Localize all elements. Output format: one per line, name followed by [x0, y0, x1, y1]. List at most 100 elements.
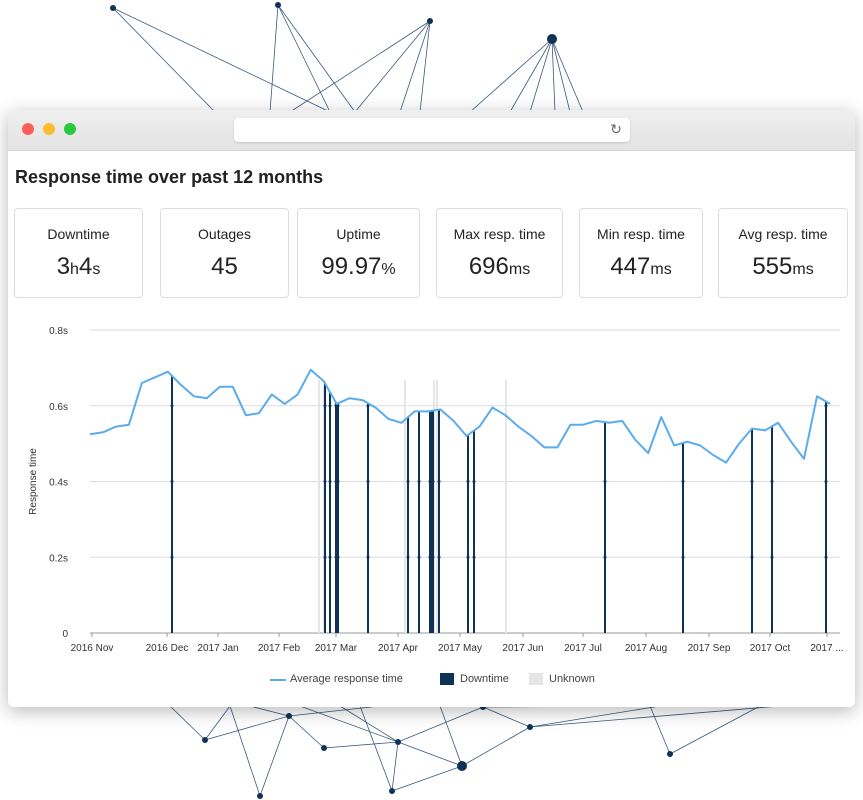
- network-edge: [669, 705, 761, 755]
- downtime-marker: [824, 404, 828, 408]
- x-tick-label: 2017 Jun: [502, 643, 543, 654]
- network-node: [457, 761, 467, 771]
- network-edge: [229, 705, 261, 797]
- x-tick-label: 2017 Jan: [197, 643, 238, 654]
- x-tick-label: 2017 Oct: [750, 643, 791, 654]
- stat-label: Max resp. time: [453, 226, 546, 242]
- stat-card-min-resp-time: Min resp. time 447ms: [579, 208, 703, 298]
- y-tick-label: 0.6s: [49, 402, 68, 413]
- stat-label: Avg resp. time: [738, 226, 828, 242]
- downtime-marker: [406, 480, 410, 483]
- page-title: Response time over past 12 months: [15, 167, 324, 187]
- network-node: [527, 724, 533, 730]
- downtime-marker: [466, 555, 470, 559]
- network-edge: [112, 7, 331, 113]
- downtime-marker: [170, 404, 174, 408]
- network-edge: [439, 705, 463, 767]
- maximize-window-button[interactable]: [64, 123, 76, 135]
- network-edge: [482, 706, 531, 728]
- downtime-marker: [472, 480, 476, 483]
- downtime-marker: [328, 555, 332, 559]
- browser-titlebar: ↻: [8, 110, 855, 151]
- downtime-marker: [336, 555, 340, 559]
- network-edge: [288, 715, 325, 749]
- downtime-marker: [431, 480, 435, 483]
- downtime-marker: [406, 555, 410, 559]
- close-window-button[interactable]: [22, 123, 34, 135]
- legend-label-downtime: Downtime: [460, 673, 509, 685]
- network-edge: [249, 705, 290, 717]
- network-edge: [551, 38, 571, 113]
- stat-card-max-resp-time: Max resp. time 696ms: [436, 208, 563, 298]
- downtime-marker: [336, 480, 340, 483]
- network-edge: [323, 741, 399, 749]
- address-bar[interactable]: ↻: [234, 118, 630, 142]
- downtime-marker: [417, 555, 421, 559]
- stat-card-outages: Outages 45: [160, 208, 289, 298]
- stat-value: 447ms: [610, 253, 672, 280]
- downtime-marker: [750, 480, 754, 483]
- downtime-marker: [603, 555, 607, 559]
- x-tick-label: 2017 Feb: [258, 643, 301, 654]
- downtime-marker: [323, 404, 327, 408]
- browser-window: ↻ Response time over past 12 months Down…: [8, 110, 855, 707]
- y-tick-label: 0.2s: [49, 553, 68, 564]
- network-edge: [277, 4, 331, 113]
- network-edge: [391, 741, 399, 792]
- network-edge: [112, 7, 216, 113]
- y-tick-label: 0.8s: [49, 326, 68, 337]
- network-edge: [391, 765, 463, 792]
- network-edge: [551, 38, 584, 113]
- network-edge: [509, 38, 553, 113]
- downtime-marker: [466, 480, 470, 483]
- x-tick-label: 2017 May: [438, 643, 482, 654]
- x-tick-label: 2017 ...: [810, 643, 843, 654]
- stat-value: 555ms: [752, 253, 814, 280]
- downtime-marker: [681, 555, 685, 559]
- network-edge: [461, 726, 531, 767]
- downtime-marker: [170, 555, 174, 559]
- x-tick-label: 2016 Nov: [71, 643, 114, 654]
- average-response-line: [89, 368, 831, 464]
- network-node: [389, 788, 395, 794]
- network-edge: [169, 705, 206, 741]
- network-edge: [204, 705, 231, 741]
- legend-label-average: Average response time: [290, 673, 403, 685]
- downtime-marker: [437, 555, 441, 559]
- downtime-swatch-icon: [440, 673, 454, 685]
- downtime-marker: [323, 480, 327, 483]
- network-edge: [529, 705, 661, 728]
- network-node: [667, 751, 673, 757]
- stat-value: 3h4s: [56, 253, 101, 280]
- downtime-marker: [417, 480, 421, 483]
- network-edge: [339, 705, 399, 743]
- y-axis-label: Response time: [28, 448, 39, 515]
- downtime-marker: [681, 480, 685, 483]
- minimize-window-button[interactable]: [43, 123, 55, 135]
- downtime-marker: [770, 480, 774, 483]
- stat-card-avg-resp-time: Avg resp. time 555ms: [718, 208, 848, 298]
- stat-value: 45: [211, 253, 238, 280]
- reload-icon[interactable]: ↻: [610, 121, 622, 137]
- line-swatch-icon: [270, 679, 286, 681]
- stat-value: 99.97%: [321, 253, 396, 280]
- network-edge: [299, 705, 399, 743]
- network-edge: [469, 38, 553, 113]
- network-node: [286, 713, 292, 719]
- stat-card-downtime: Downtime 3h4s: [14, 208, 143, 298]
- downtime-marker: [366, 480, 370, 483]
- x-tick-label: 2017 Sep: [688, 643, 731, 654]
- downtime-marker: [336, 404, 340, 408]
- network-edge: [289, 20, 431, 113]
- network-node: [257, 793, 263, 799]
- downtime-marker: [824, 480, 828, 483]
- network-edge: [359, 705, 393, 792]
- network-edge: [277, 4, 356, 113]
- downtime-marker: [328, 404, 332, 408]
- downtime-marker: [366, 404, 370, 408]
- network-edge: [259, 715, 290, 797]
- downtime-marker: [824, 555, 828, 559]
- downtime-marker: [472, 555, 476, 559]
- network-node: [547, 34, 557, 44]
